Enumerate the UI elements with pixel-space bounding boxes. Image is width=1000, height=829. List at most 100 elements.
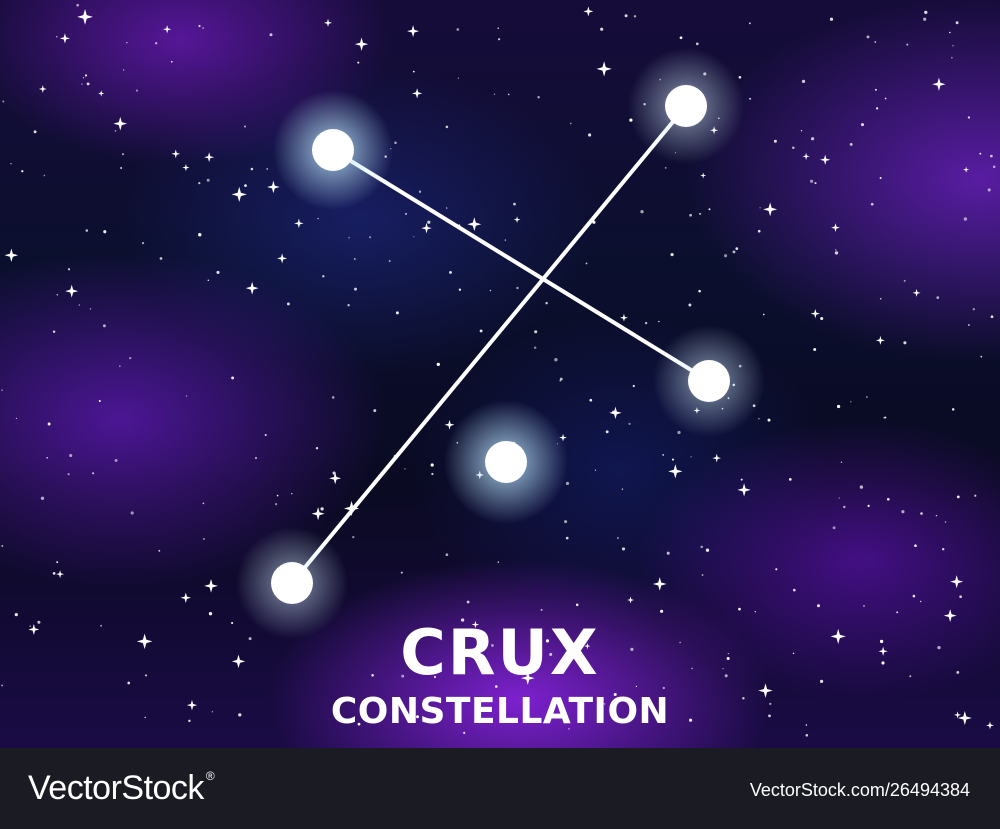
sparkle-star bbox=[277, 253, 288, 264]
background-star bbox=[394, 141, 397, 145]
background-star bbox=[69, 453, 73, 458]
background-star bbox=[955, 21, 959, 25]
background-star bbox=[700, 545, 703, 549]
sparkle-star bbox=[737, 483, 751, 497]
sparkle-star bbox=[444, 419, 455, 430]
background-star bbox=[701, 574, 704, 576]
background-star bbox=[144, 674, 148, 677]
background-star bbox=[874, 41, 877, 43]
background-star bbox=[867, 504, 870, 508]
background-star bbox=[276, 494, 279, 497]
background-star bbox=[170, 60, 173, 63]
background-star bbox=[545, 639, 550, 643]
background-star bbox=[231, 376, 235, 380]
sparkle-star bbox=[28, 623, 40, 635]
background-star bbox=[46, 456, 49, 459]
background-star bbox=[689, 718, 693, 722]
background-star bbox=[564, 520, 568, 524]
background-star bbox=[792, 146, 795, 150]
background-star bbox=[820, 679, 824, 684]
background-star bbox=[722, 668, 724, 670]
background-star bbox=[244, 125, 246, 128]
background-star bbox=[688, 303, 692, 307]
background-star bbox=[987, 188, 991, 192]
sparkle-star bbox=[830, 628, 846, 645]
brand-name: VectorStock bbox=[28, 769, 204, 807]
background-star bbox=[100, 624, 102, 627]
background-star bbox=[371, 674, 374, 677]
registered-mark: ® bbox=[205, 769, 215, 783]
background-star bbox=[412, 70, 415, 73]
background-star bbox=[540, 608, 543, 611]
background-star bbox=[635, 685, 638, 688]
sparkle-star bbox=[521, 671, 535, 685]
background-star bbox=[497, 27, 499, 29]
background-star bbox=[493, 93, 496, 95]
background-star bbox=[967, 323, 970, 327]
background-star bbox=[740, 478, 743, 481]
sparkle-star bbox=[354, 37, 369, 51]
background-star bbox=[445, 125, 449, 129]
background-star bbox=[630, 647, 634, 652]
background-star bbox=[912, 594, 916, 598]
sparkle-star bbox=[204, 152, 215, 163]
background-star bbox=[388, 259, 391, 263]
background-star bbox=[914, 544, 917, 548]
sparkle-star bbox=[668, 464, 683, 479]
background-star bbox=[466, 600, 470, 604]
sparkle-star bbox=[758, 683, 773, 698]
background-star bbox=[497, 561, 500, 563]
background-star bbox=[788, 478, 792, 481]
background-star bbox=[255, 457, 257, 459]
sparkle-star bbox=[820, 154, 831, 165]
background-star bbox=[352, 535, 355, 539]
background-star bbox=[603, 703, 606, 705]
background-star bbox=[621, 488, 624, 490]
background-star bbox=[202, 502, 205, 505]
background-star bbox=[767, 418, 771, 422]
sparkle-star bbox=[943, 609, 957, 623]
background-star bbox=[836, 404, 841, 409]
background-star bbox=[354, 287, 357, 291]
sparkle-star bbox=[950, 575, 964, 589]
background-star bbox=[727, 652, 730, 655]
constellation-line-delta-beta bbox=[331, 148, 711, 383]
background-star bbox=[67, 268, 71, 271]
background-star bbox=[144, 716, 146, 719]
background-star bbox=[792, 588, 796, 592]
background-star bbox=[264, 433, 267, 437]
background-star bbox=[1, 544, 4, 548]
image-id-text: VectorStock.com/26494384 bbox=[749, 780, 970, 800]
sparkle-star bbox=[619, 313, 628, 322]
background-star bbox=[879, 176, 882, 180]
background-star bbox=[357, 722, 361, 726]
background-star bbox=[860, 123, 865, 127]
sparkle-star bbox=[932, 77, 946, 91]
background-star bbox=[129, 356, 132, 360]
background-star bbox=[198, 233, 202, 237]
background-star bbox=[81, 83, 83, 85]
sparkle-star bbox=[323, 18, 333, 27]
background-star bbox=[400, 571, 403, 574]
background-star bbox=[463, 731, 466, 734]
background-star bbox=[21, 170, 24, 173]
background-star bbox=[951, 408, 955, 411]
background-star bbox=[698, 289, 701, 293]
background-star bbox=[724, 674, 728, 678]
background-star bbox=[537, 95, 540, 99]
background-star bbox=[792, 652, 795, 655]
background-star bbox=[863, 605, 865, 607]
background-star bbox=[775, 568, 778, 571]
background-star bbox=[89, 308, 92, 310]
background-star bbox=[120, 167, 123, 169]
background-star bbox=[644, 321, 648, 325]
background-star bbox=[640, 210, 644, 214]
background-star bbox=[315, 446, 319, 450]
sparkle-star bbox=[38, 85, 47, 93]
background-star bbox=[404, 468, 406, 470]
background-star bbox=[433, 675, 437, 679]
background-star bbox=[373, 409, 377, 413]
background-star bbox=[879, 639, 884, 644]
background-star bbox=[923, 17, 927, 21]
